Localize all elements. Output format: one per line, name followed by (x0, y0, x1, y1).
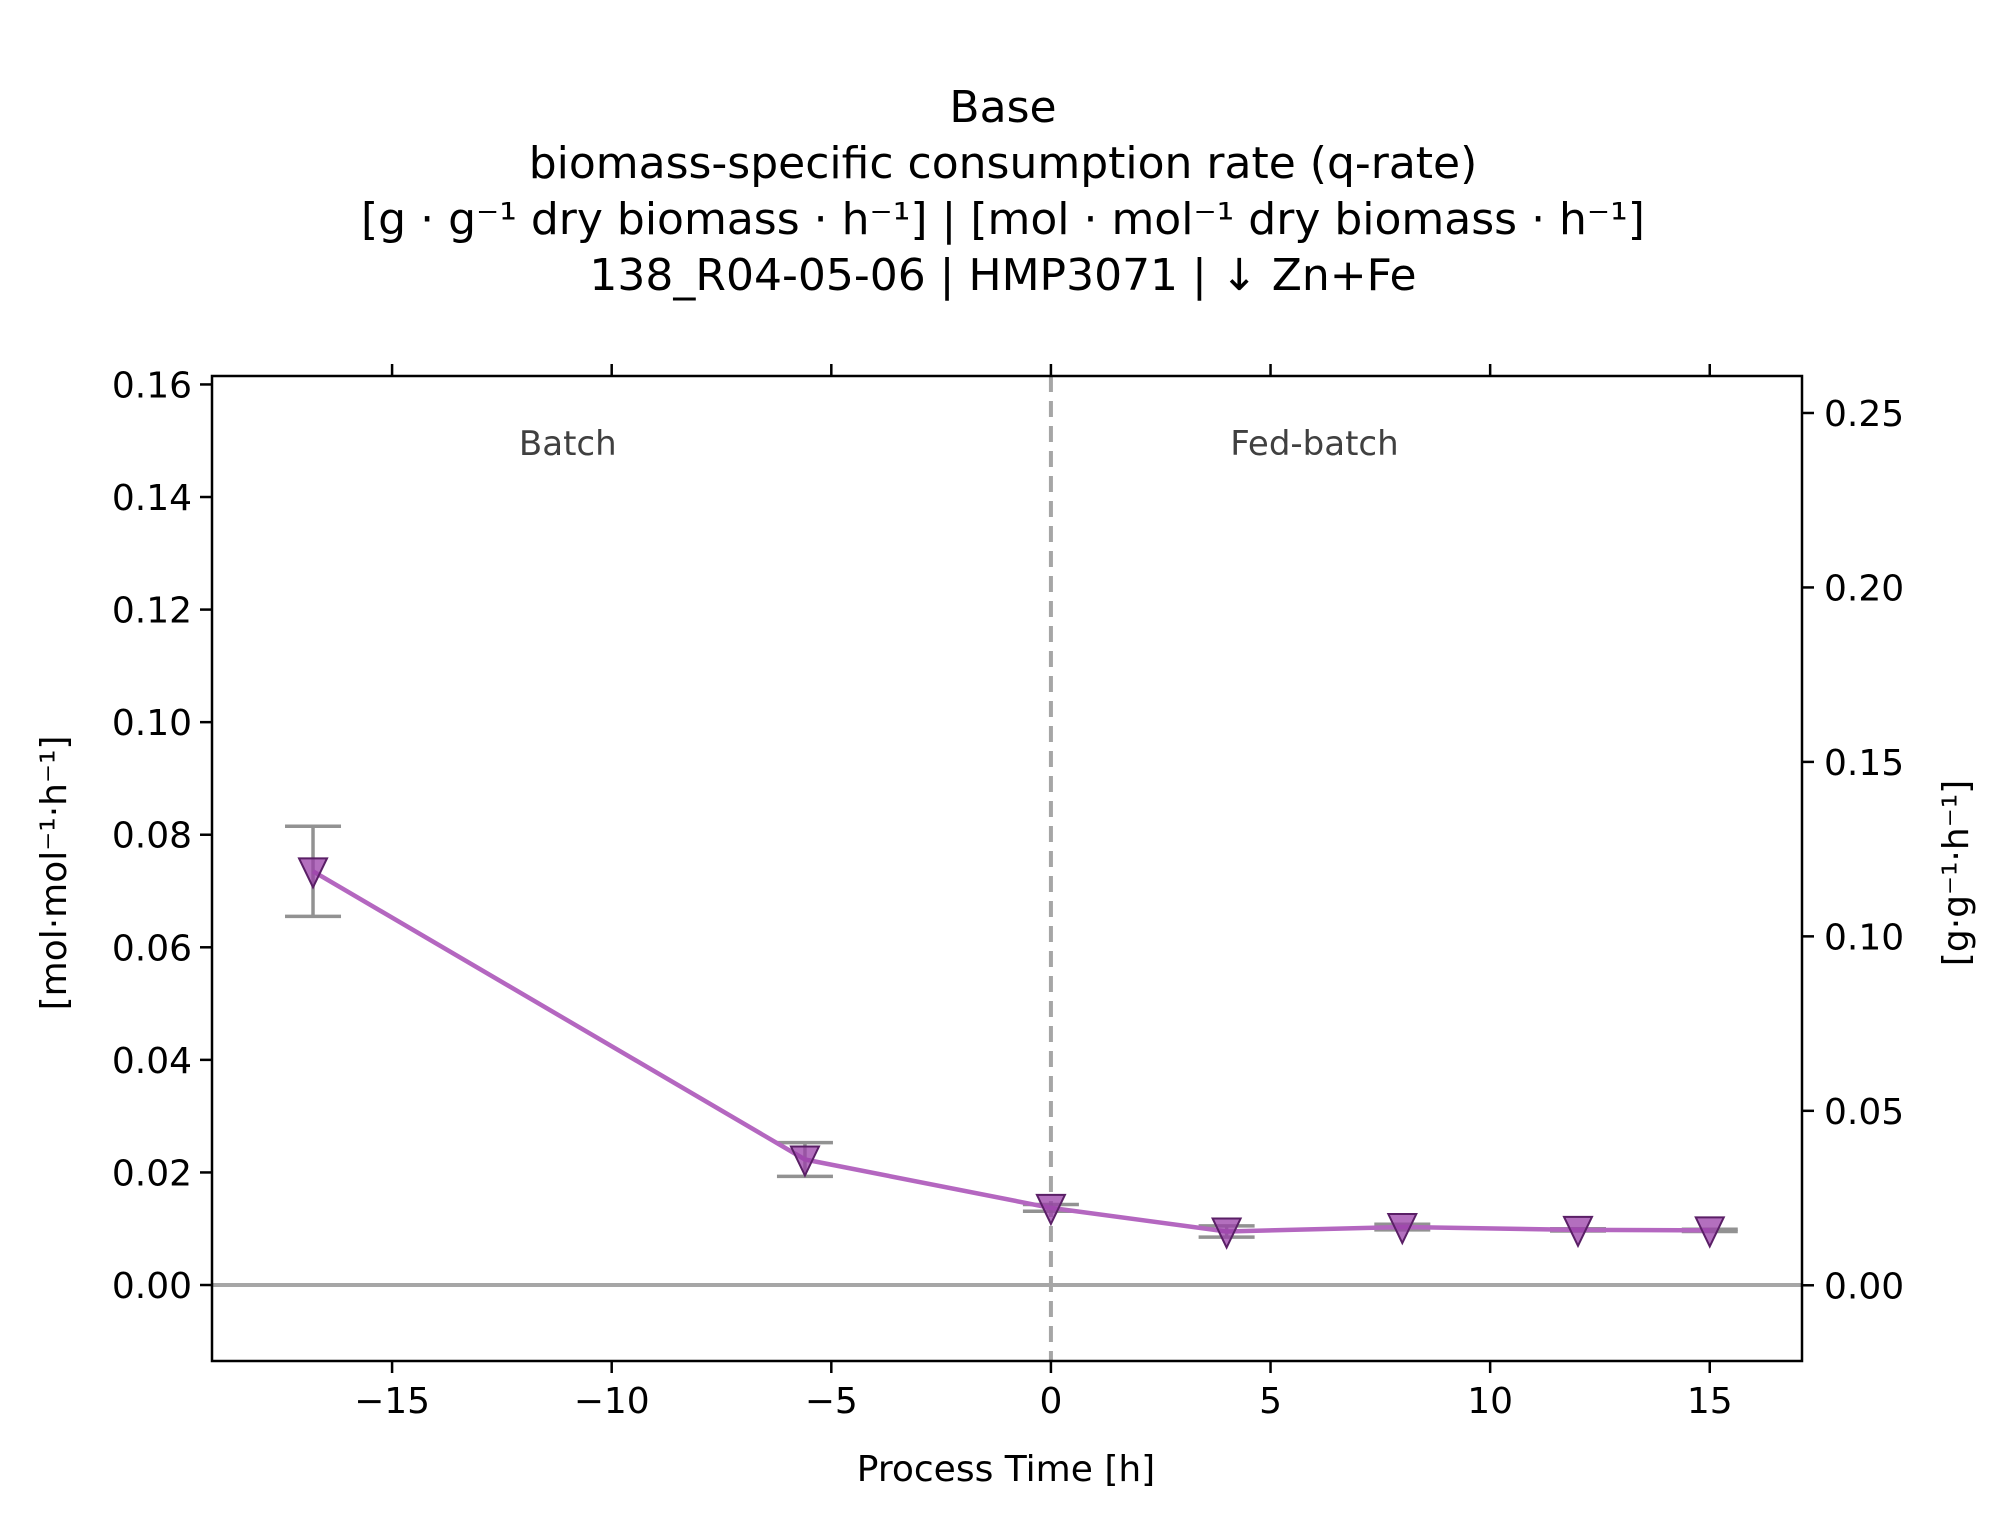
plot-area: Batch Fed-batch (212, 376, 1802, 1361)
x-tick-label: −15 (354, 1381, 430, 1422)
y-left-tick-label: 0.06 (112, 928, 192, 969)
data-point-0 (297, 857, 329, 890)
chart-title: Base biomass-specific consumption rate (… (361, 82, 1645, 301)
title-line-4: 138_R04-05-06 | HMP3071 | ↓ Zn+Fe (589, 250, 1416, 301)
data-point-4 (1386, 1213, 1418, 1246)
y-left-tick-label: 0.02 (112, 1153, 192, 1194)
title-line-3: [g · g⁻¹ dry biomass · h⁻¹] | [mol · mol… (361, 194, 1645, 245)
phase-label-1: Fed-batch (1230, 424, 1398, 464)
y-axis-left-label: [mol·mol⁻¹·h⁻¹] (34, 736, 75, 1011)
y-right-tick-label: 0.25 (1824, 394, 1904, 435)
y-right-tick-label: 0.05 (1824, 1092, 1904, 1133)
title-line-2: biomass-specific consumption rate (q-rat… (529, 138, 1478, 189)
y-left-tick-label: 0.10 (112, 703, 192, 744)
y-left-tick-label: 0.14 (112, 478, 192, 519)
y-axis-right-label: [g·g⁻¹·h⁻¹] (1936, 780, 1977, 966)
y-left-tick-label: 0.00 (112, 1266, 192, 1307)
data-point-6 (1694, 1216, 1726, 1249)
y-left-tick-label: 0.04 (112, 1041, 192, 1082)
title-line-1: Base (949, 82, 1056, 133)
data-point-2 (1035, 1193, 1067, 1227)
plot-frame (210, 374, 1804, 1363)
x-axis-label: Process Time [h] (857, 1449, 1155, 1490)
y-right-tick-label: 0.15 (1824, 743, 1904, 784)
x-tick-label: −10 (574, 1381, 650, 1422)
y-right-tick-label: 0.20 (1824, 568, 1904, 609)
y-left-tick-label: 0.16 (112, 365, 192, 406)
x-tick-label: 10 (1467, 1381, 1513, 1422)
phase-label-0: Batch (519, 424, 617, 464)
data-point-1 (789, 1145, 821, 1178)
x-tick-label: 0 (1039, 1381, 1062, 1422)
y-right-tick-label: 0.10 (1824, 917, 1904, 958)
data-point-5 (1562, 1215, 1594, 1249)
y-left-tick-label: 0.12 (112, 591, 192, 632)
x-tick-label: −5 (805, 1381, 858, 1422)
data-point-3 (1211, 1217, 1243, 1250)
series-line (311, 869, 1710, 1234)
x-tick-label: 5 (1259, 1381, 1282, 1422)
y-left-tick-label: 0.08 (112, 816, 192, 857)
x-tick-label: 15 (1687, 1381, 1733, 1422)
axes: −15 −10 −5 0 5 10 15 0.00 0.02 0.04 0.06 0.08 0.10 0.… (112, 364, 1904, 1422)
y-right-tick-label: 0.00 (1824, 1266, 1904, 1307)
